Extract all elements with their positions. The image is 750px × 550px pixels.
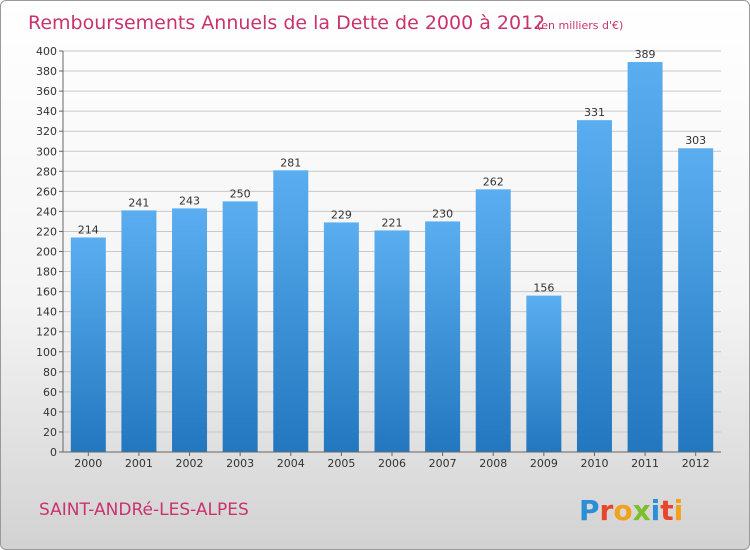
value-label-2011: 389 xyxy=(635,48,656,61)
x-tick-label-2007: 2007 xyxy=(429,457,457,470)
y-tick-label: 40 xyxy=(43,406,57,419)
y-tick-label: 240 xyxy=(36,205,57,218)
x-tick-label-2005: 2005 xyxy=(327,457,355,470)
x-tick-label-2000: 2000 xyxy=(74,457,102,470)
bar-2000 xyxy=(70,237,106,452)
x-tick-label-2008: 2008 xyxy=(479,457,507,470)
y-tick-label: 340 xyxy=(36,105,57,118)
y-axis-ticks: 0 20 40 60 80 100 120 140 160 180 200 220 240 260 280 3… xyxy=(36,45,63,459)
bar-2006 xyxy=(374,230,410,452)
chart-title: Remboursements Annuels de la Dette de 20… xyxy=(28,12,545,34)
bars xyxy=(70,62,714,453)
value-label-2006: 221 xyxy=(382,216,403,229)
x-axis-ticks: 2000 2001 2002 2003 2004 2005 2006 2007 2008 2009… xyxy=(74,452,710,470)
value-label-2004: 281 xyxy=(280,156,301,169)
y-tick-label: 360 xyxy=(36,85,57,98)
bar-2010 xyxy=(576,120,612,453)
bar-2008 xyxy=(475,189,511,452)
y-tick-label: 220 xyxy=(36,225,57,238)
value-label-2008: 262 xyxy=(483,175,504,188)
value-label-2009: 156 xyxy=(533,282,554,295)
proxiti-logo-text: Proxiti xyxy=(579,494,683,527)
value-labels: 214 241 243 250 281 229 221 230 262 156 331 389 303 xyxy=(78,48,706,295)
proxiti-logo: Proxiti xyxy=(579,494,683,527)
bar-2002 xyxy=(172,208,208,452)
x-tick-label-2010: 2010 xyxy=(580,457,608,470)
value-label-2002: 243 xyxy=(179,194,200,207)
y-tick-label: 280 xyxy=(36,165,57,178)
value-label-2003: 250 xyxy=(230,187,251,200)
value-label-2005: 229 xyxy=(331,208,352,221)
bar-2012 xyxy=(678,148,714,452)
y-tick-label: 80 xyxy=(43,366,57,379)
y-tick-label: 140 xyxy=(36,306,57,319)
value-label-2007: 230 xyxy=(432,207,453,220)
x-tick-label-2011: 2011 xyxy=(631,457,659,470)
town-name: SAINT-ANDRé-LES-ALPES xyxy=(39,500,249,520)
value-label-2001: 241 xyxy=(128,196,149,209)
x-tick-label-2003: 2003 xyxy=(226,457,254,470)
y-tick-label: 300 xyxy=(36,145,57,158)
y-tick-label: 20 xyxy=(43,426,57,439)
value-label-2012: 303 xyxy=(685,134,706,147)
y-tick-label: 180 xyxy=(36,266,57,279)
x-tick-label-2004: 2004 xyxy=(277,457,305,470)
y-tick-label: 320 xyxy=(36,125,57,138)
y-tick-label: 160 xyxy=(36,286,57,299)
x-tick-label-2001: 2001 xyxy=(125,457,153,470)
y-tick-label: 0 xyxy=(50,446,57,459)
y-tick-label: 100 xyxy=(36,346,57,359)
value-label-2010: 331 xyxy=(584,106,605,119)
y-tick-label: 60 xyxy=(43,386,57,399)
y-tick-label: 200 xyxy=(36,246,57,259)
y-tick-label: 380 xyxy=(36,65,57,78)
bar-2011 xyxy=(627,62,663,453)
x-tick-label-2009: 2009 xyxy=(530,457,558,470)
y-tick-label: 260 xyxy=(36,185,57,198)
x-tick-label-2002: 2002 xyxy=(176,457,204,470)
bar-2003 xyxy=(222,201,258,452)
bar-2001 xyxy=(121,210,157,452)
bar-2007 xyxy=(425,221,461,452)
x-tick-label-2006: 2006 xyxy=(378,457,406,470)
value-label-2000: 214 xyxy=(78,223,99,236)
x-tick-label-2012: 2012 xyxy=(682,457,710,470)
bar-2005 xyxy=(323,222,359,452)
chart-subtitle: (en milliers d'€) xyxy=(537,19,623,32)
bar-2009 xyxy=(526,295,562,452)
y-tick-label: 120 xyxy=(36,326,57,339)
y-tick-label: 400 xyxy=(36,45,57,58)
bar-2004 xyxy=(273,170,309,453)
